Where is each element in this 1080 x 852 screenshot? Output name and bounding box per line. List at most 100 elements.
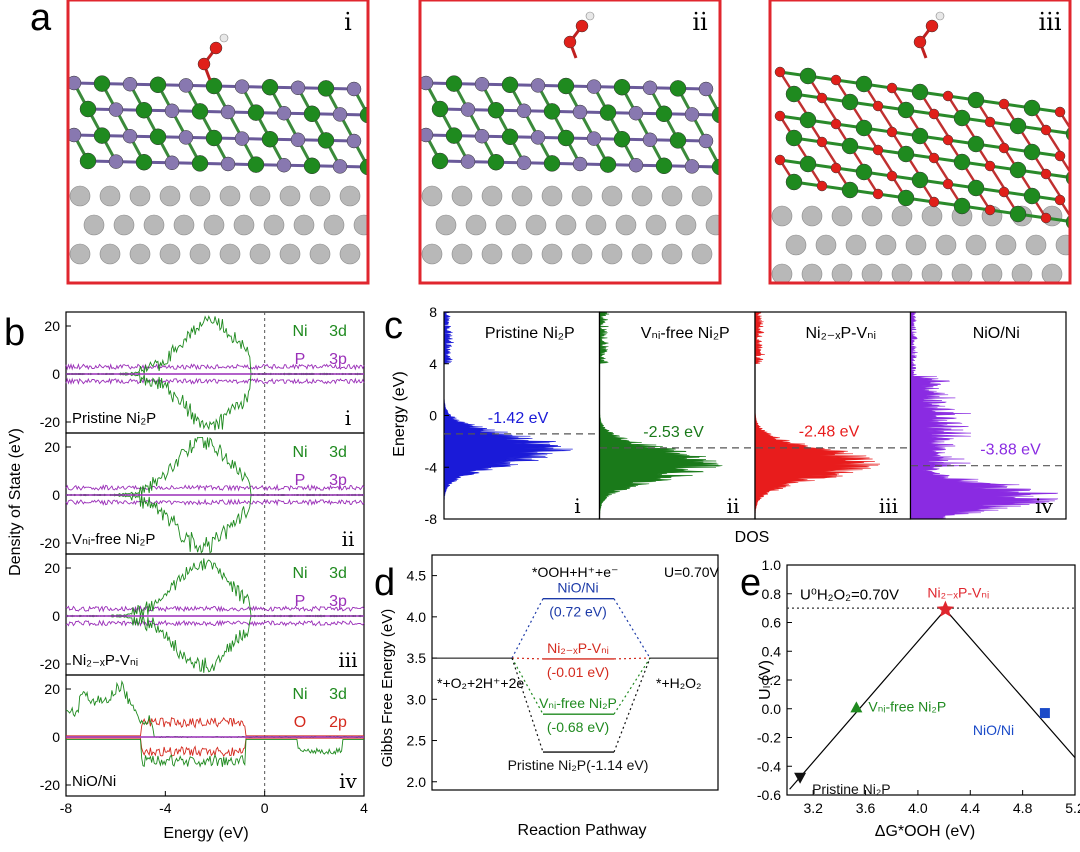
p-atom: [460, 154, 476, 169]
substrate-atom: [891, 263, 913, 283]
substrate-atom: [293, 214, 315, 236]
substrate-atom: [875, 234, 897, 256]
panel-c-xlabel: DOS: [735, 529, 770, 546]
level-delta: (0.72 eV): [549, 604, 607, 620]
substrate-atom: [601, 243, 623, 265]
o-atom: [872, 144, 884, 156]
substrate-atom: [815, 234, 837, 256]
legend-orbital: 3d: [329, 444, 347, 461]
substrate-atom: [771, 205, 793, 227]
y-tick-label: 3.5: [407, 650, 427, 666]
ni-atom: [911, 83, 929, 101]
pdos-roman: iv: [339, 769, 357, 793]
ni-atom: [359, 158, 368, 176]
ni-atom: [599, 104, 617, 121]
o-atom: [886, 126, 898, 138]
ni-atom: [711, 106, 720, 124]
substrate-atom: [481, 185, 503, 207]
ni-atom: [93, 75, 111, 92]
substrate-atom: [263, 214, 285, 236]
ni-atom: [445, 127, 463, 144]
pdos-subplot-iii: 20 0 -20 Ni 3d P 3p Ni₂₋ₓP-Vₙᵢ iii: [40, 553, 365, 676]
ni-atom: [93, 127, 111, 144]
pdos-curve-second: [65, 483, 365, 492]
substrate-atom: [99, 243, 121, 265]
ni-atom: [785, 173, 803, 191]
p-atom: [68, 127, 82, 143]
substrate-atom: [831, 263, 853, 283]
substrate-atom: [435, 214, 457, 236]
pdos-curve-second: [65, 605, 365, 613]
substrate-atom: [645, 214, 667, 236]
ni-atom: [799, 155, 817, 173]
substrate-atom: [129, 185, 151, 207]
legend-elem: Ni: [292, 444, 307, 461]
substrate-atom: [113, 214, 135, 236]
y-tick-label: 0: [52, 487, 60, 503]
o-atom: [816, 136, 828, 148]
level-connector: [511, 657, 544, 753]
ni-atom: [557, 77, 575, 95]
p-atom: [642, 132, 658, 148]
panel-a-structures: i ii iii: [66, 0, 1072, 285]
substrate-atom: [451, 243, 473, 265]
volcano-right-leg: [944, 609, 1076, 759]
level-name: Ni₂₋ₓP-Vₙᵢ: [547, 640, 609, 656]
substrate-atom: [69, 185, 91, 207]
x-tick-label: 4.4: [961, 800, 981, 816]
o-atom: [886, 82, 898, 94]
o-atom: [1054, 106, 1066, 118]
p-atom: [276, 157, 292, 173]
legend-elem: Ni: [292, 686, 307, 703]
substrate-atom: [785, 234, 807, 256]
substrate-atom: [249, 243, 271, 265]
ni-atom: [855, 119, 873, 137]
panel-b-ylabel: Density of State (eV): [7, 428, 24, 576]
o-atom: [1040, 168, 1052, 180]
intermediate-label: *OOH+H⁺+e⁻: [532, 564, 618, 580]
panel-e-xlabel: ΔG*OOH (eV): [875, 823, 975, 840]
ni-atom: [669, 132, 687, 149]
ni-atom: [247, 104, 265, 121]
ni-atom: [613, 78, 631, 96]
substrate-atom: [801, 205, 823, 227]
x-tick-label: 5.2: [1065, 800, 1080, 816]
y-tick-label: -20: [40, 535, 60, 551]
o-atom: [209, 41, 223, 55]
dos-subplot-iv: NiO/Ni iv -3.88 eV: [909, 311, 1067, 520]
d-band-center-label: -3.88 eV: [980, 442, 1041, 459]
substrate-atom: [1041, 263, 1063, 283]
o-atom: [998, 186, 1010, 198]
pdos-curve-second: [65, 498, 365, 507]
point-marker: [794, 772, 807, 784]
o-atom: [942, 134, 954, 146]
x-tick-label: 4: [360, 800, 368, 816]
y-tick-label: 0.0: [762, 701, 782, 717]
p-atom: [628, 157, 644, 173]
y-tick-label: 20: [44, 318, 60, 334]
legend-elem: P: [295, 472, 306, 489]
y-tick-label: 0.2: [762, 672, 782, 688]
level-name: NiO/Ni: [557, 580, 598, 596]
substrate-atom: [99, 185, 121, 207]
y-tick-label: 20: [44, 681, 60, 697]
legend-elem: O: [294, 714, 306, 731]
ni-atom: [953, 153, 971, 171]
o-atom: [774, 110, 786, 122]
potential-label: U=0.70V: [664, 564, 720, 580]
structure-atoms: [770, 0, 1070, 283]
o-atom: [998, 98, 1010, 110]
y-tick-label: 3.0: [407, 691, 427, 707]
dos-subplot-ii: Vₙᵢ-free Ni₂P ii -2.53 eV: [598, 311, 756, 520]
legend-orbital: 3d: [329, 323, 347, 340]
o-atom: [1040, 212, 1052, 224]
legend-orbital: 3p: [329, 472, 347, 489]
y-tick-label: 20: [44, 560, 60, 576]
substrate-atom: [861, 263, 883, 283]
ni-atom: [855, 75, 873, 93]
ni-atom: [967, 135, 985, 153]
ni-atom: [1009, 161, 1027, 179]
ni-atom: [487, 101, 505, 119]
o-atom: [886, 170, 898, 182]
pdos-curve-second: [65, 619, 365, 627]
